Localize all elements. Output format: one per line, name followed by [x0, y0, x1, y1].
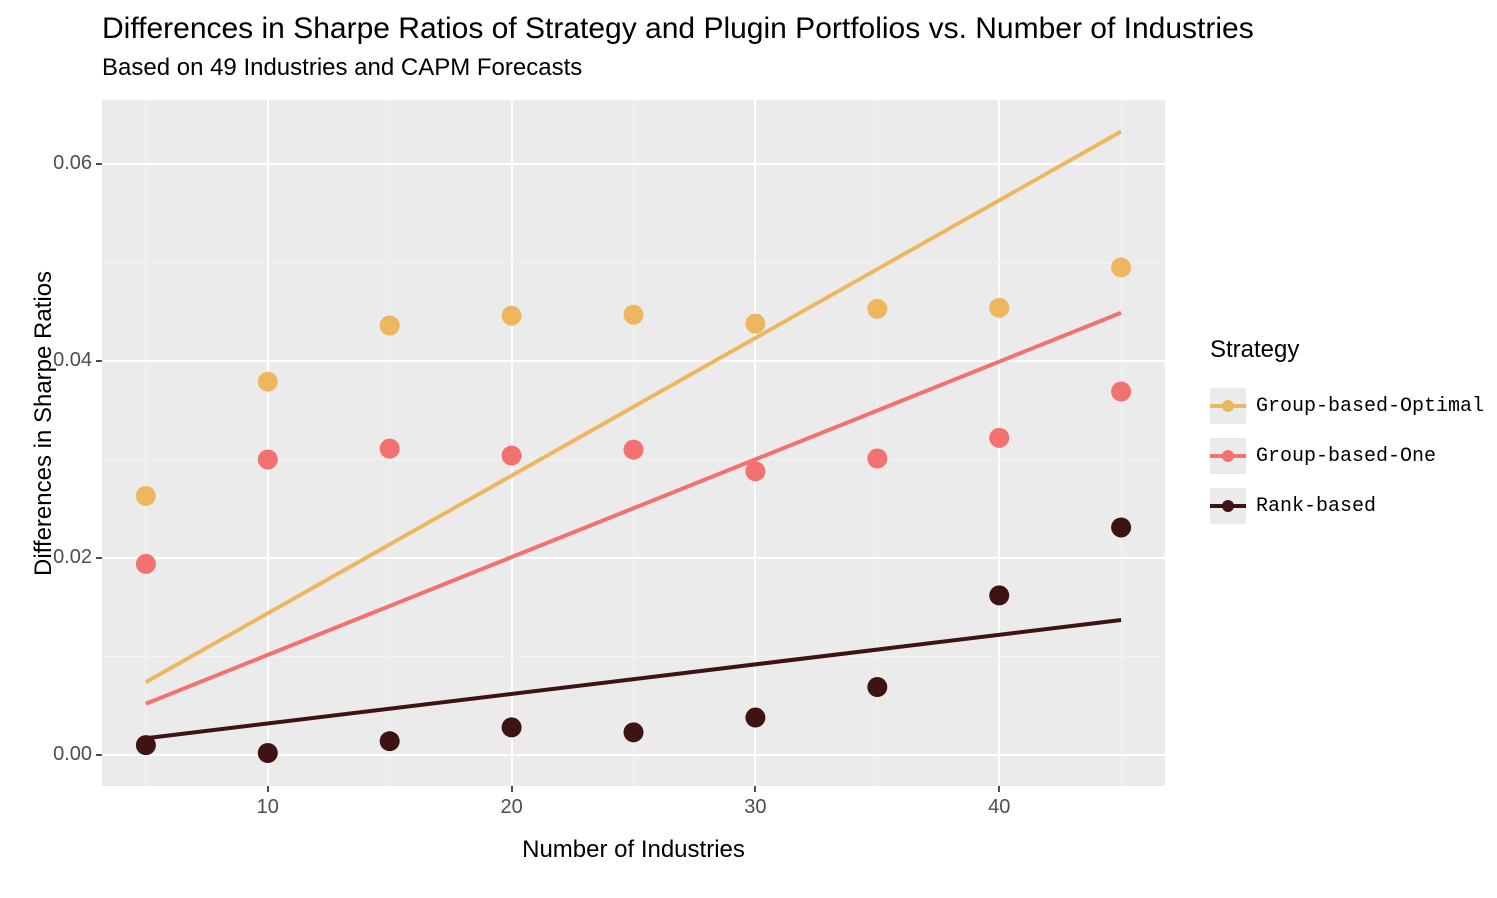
data-point — [745, 461, 765, 481]
y-tick-label: 0.04 — [42, 349, 92, 372]
y-tick-label: 0.00 — [42, 743, 92, 766]
data-point — [745, 314, 765, 334]
x-tick-label: 40 — [979, 796, 1019, 819]
data-point — [258, 372, 278, 392]
data-point — [136, 486, 156, 506]
trend-line — [146, 620, 1121, 738]
data-point — [502, 446, 522, 466]
data-point — [380, 731, 400, 751]
legend-key — [1210, 388, 1246, 424]
data-point — [380, 316, 400, 336]
data-point — [867, 299, 887, 319]
data-point — [867, 677, 887, 697]
trend-line — [146, 132, 1121, 683]
x-axis-title: Number of Industries — [0, 836, 1267, 864]
y-axis-title: Differences in Sharpe Ratios — [30, 271, 58, 576]
x-tick-label: 10 — [248, 796, 288, 819]
data-point — [989, 428, 1009, 448]
data-point — [624, 305, 644, 325]
data-point — [502, 717, 522, 737]
legend-label: Rank-based — [1256, 495, 1376, 518]
x-tick-label: 30 — [735, 796, 775, 819]
data-point — [1111, 517, 1131, 537]
data-point — [745, 708, 765, 728]
trend-line — [146, 313, 1121, 704]
legend-label: Group-based-Optimal — [1256, 395, 1484, 418]
x-tick-label: 20 — [492, 796, 532, 819]
data-point — [258, 743, 278, 763]
data-point — [380, 439, 400, 459]
data-point — [258, 449, 278, 469]
data-point — [624, 440, 644, 460]
legend-key — [1210, 438, 1246, 474]
legend-title: Strategy — [1210, 336, 1299, 364]
legend-item: Rank-based — [1210, 488, 1376, 524]
chart-container: { "layout": { "width": 1497, "height": 8… — [0, 0, 1497, 898]
data-point — [1111, 382, 1131, 402]
data-point — [502, 306, 522, 326]
data-point — [136, 554, 156, 574]
data-point — [989, 585, 1009, 605]
data-point — [624, 722, 644, 742]
data-point — [1111, 257, 1131, 277]
y-tick-label: 0.06 — [42, 152, 92, 175]
data-point — [136, 735, 156, 755]
y-tick-label: 0.02 — [42, 546, 92, 569]
legend-item: Group-based-One — [1210, 438, 1436, 474]
legend-item: Group-based-Optimal — [1210, 388, 1484, 424]
legend-key — [1210, 488, 1246, 524]
data-point — [867, 449, 887, 469]
legend-label: Group-based-One — [1256, 445, 1436, 468]
data-point — [989, 298, 1009, 318]
